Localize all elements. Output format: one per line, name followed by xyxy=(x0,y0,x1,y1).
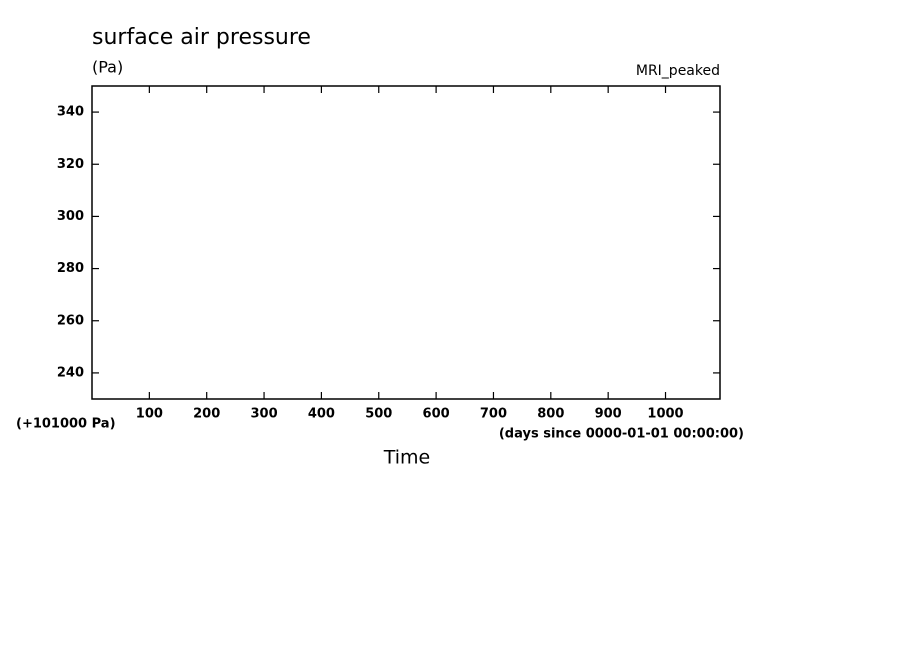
chart-title: surface air pressure xyxy=(92,25,311,50)
x-tick-label: 600 xyxy=(423,407,450,422)
y-tick-label: 340 xyxy=(57,105,84,120)
x-tick-label: 500 xyxy=(365,407,392,422)
model-label: MRI_peaked xyxy=(636,63,720,79)
x-tick-label: 400 xyxy=(308,407,335,422)
x-tick-label: 800 xyxy=(537,407,564,422)
y-tick-label: 260 xyxy=(57,313,84,328)
y-tick-label: 280 xyxy=(57,261,84,276)
x-tick-label: 1000 xyxy=(647,407,683,422)
x-tick-label: 300 xyxy=(250,407,277,422)
y-tick-label: 320 xyxy=(57,157,84,172)
y-units: (Pa) xyxy=(92,58,123,77)
x-tick-label: 200 xyxy=(193,407,220,422)
x-tick-label: 700 xyxy=(480,407,507,422)
plot-frame xyxy=(91,85,721,400)
y-offset-label: (+101000 Pa) xyxy=(16,417,116,432)
x-tick-label: 900 xyxy=(595,407,622,422)
y-tick-label: 240 xyxy=(57,365,84,380)
x-tick-label: 100 xyxy=(136,407,163,422)
y-tick-label: 300 xyxy=(57,209,84,224)
x-axis-label: Time xyxy=(383,447,431,469)
x-units: (days since 0000-01-01 00:00:00) xyxy=(499,427,744,442)
